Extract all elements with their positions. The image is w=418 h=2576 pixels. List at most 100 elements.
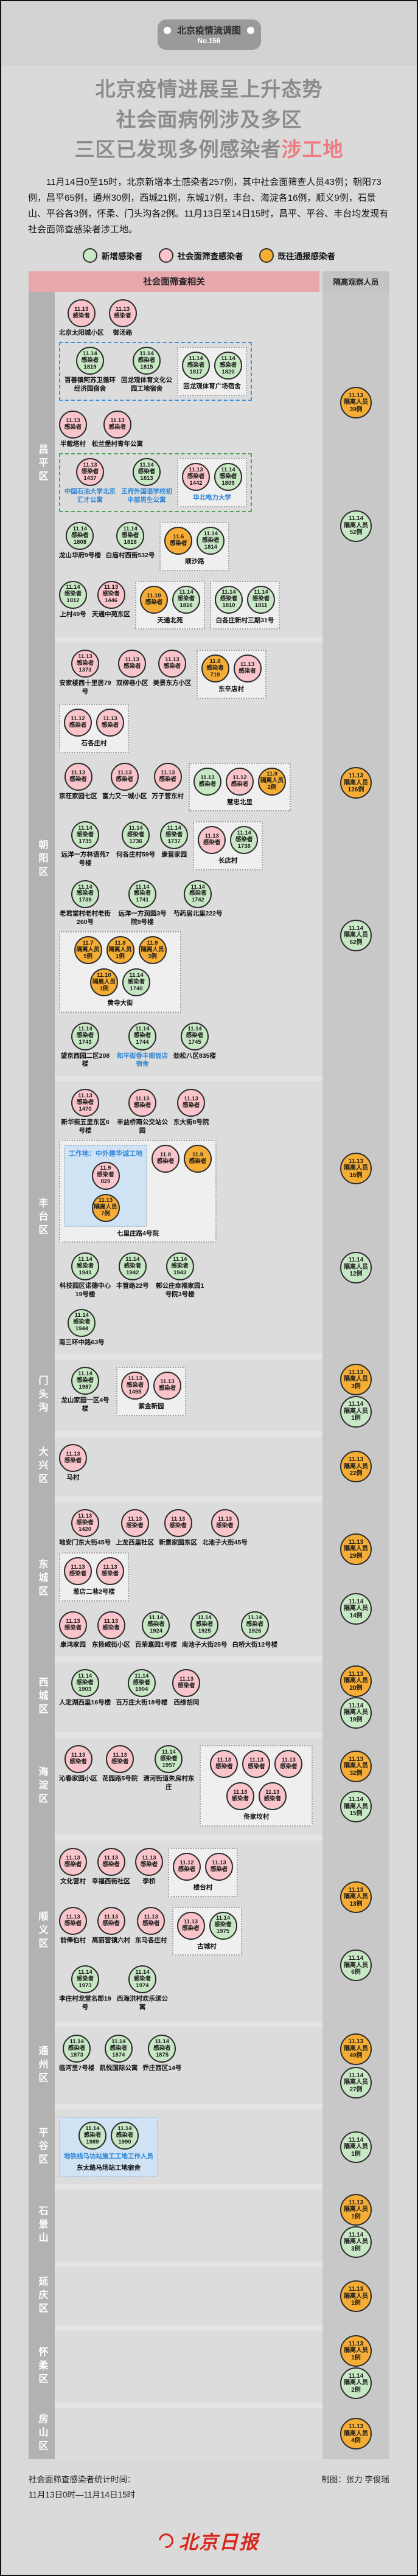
- circle-text: 12例: [349, 1271, 363, 1278]
- circle-text: 11.14: [161, 1748, 176, 1755]
- quarantine-circle: 11.14 隔离人员 19例: [340, 1697, 372, 1729]
- circle-text: 感染者: [235, 836, 253, 843]
- cluster-items: 11.14 感染者 1810 11.14 感染者 1811: [215, 585, 275, 614]
- intro-paragraph: 11月14日0至15时，北京新增本土感染者257例，其中社会面筛查人员43例；朝…: [28, 176, 389, 235]
- circle-text: 11.14: [135, 883, 150, 890]
- district-main: 11.13 感染者 文化营村 11.13 感染者 幸福西街社区 11.13 感染者 李桥 11.1…: [55, 1841, 322, 2022]
- circle-text: 1420: [78, 1526, 92, 1533]
- location-label: 松兰堡村青年公寓: [92, 440, 143, 448]
- case-circle: 11.9 感染者 829: [91, 1161, 120, 1190]
- new-case-circle-icon: [83, 248, 97, 263]
- case-row: 11.14 感染者 1903 人定湖西里16号楼 11.14 感染者 1904 百万庄大街18…: [55, 1663, 322, 1711]
- district-row-海淀区: 海淀区 11.13 感染者 沁春家园小区 11.13 感染者 花园路5号院 11.14 感染者 1…: [29, 1738, 389, 1836]
- cluster-box: 11.14 感染者 1819 百善镇阿苏卫循环经济园宿舍 11.14 感染者 1815 回龙观…: [59, 342, 252, 401]
- cluster-box: 11.12 感染者 11.13 感染者 楼台村: [168, 1848, 238, 1897]
- quarantine-circle: 11.13 隔离人员 16例: [340, 1152, 372, 1184]
- case-circle: 11.12 感染者: [64, 708, 92, 737]
- circle-text: 14例: [349, 1612, 363, 1619]
- circle-text: 3例: [351, 1383, 361, 1390]
- district-separator: [29, 2325, 389, 2331]
- district-label: 丰台区: [29, 1081, 55, 1355]
- circle-text: 11.13: [110, 417, 125, 424]
- circle-text: 感染者: [187, 361, 205, 369]
- district-separator: [29, 1732, 389, 1738]
- top-band: 北京疫情流调图 No.156: [1, 1, 417, 66]
- circle-text: 11.14: [348, 2136, 364, 2144]
- circle-text: 11.14: [190, 883, 205, 890]
- circle-text: 感染者: [76, 1519, 94, 1526]
- cluster-label: 白各庄新村三期31号: [215, 616, 274, 624]
- circle-text: 11.13: [103, 584, 119, 591]
- case-circle: 11.13 感染者: [97, 1906, 125, 1935]
- circle-text: 22例: [349, 1470, 363, 1477]
- circle-text: 11.13: [66, 1913, 80, 1920]
- case-node: 11.13 感染者 丰益桥南公交站公园: [116, 1089, 169, 1135]
- circle-text: 11.13: [348, 2286, 364, 2293]
- circle-text: 隔离人员: [344, 1463, 368, 1470]
- case-node: 11.14 感染者 1736 何各庄村59号: [116, 821, 155, 859]
- circle-text: 11.13: [348, 772, 364, 780]
- case-node: 11.13 感染者 高丽营镇六村: [92, 1906, 130, 1945]
- circle-text: 感染者: [72, 312, 90, 319]
- circle-text: 1875: [155, 2051, 169, 2058]
- case-circle: 11.13 感染者: [172, 1669, 201, 1698]
- district-main: [55, 2408, 322, 2460]
- case-circle: 11.13 感染者: [198, 826, 226, 855]
- circle-text: 11.13: [128, 1516, 142, 1523]
- circle-text: 11.14: [78, 1370, 92, 1377]
- circle-text: 1例: [351, 2354, 361, 2361]
- cluster-label: 石各庄村: [81, 739, 107, 747]
- circle-text: 感染者: [203, 839, 221, 847]
- circle-text: 11.13: [66, 1451, 80, 1458]
- case-circle: 11.13 感染者: [258, 1782, 287, 1811]
- circle-text: 1808: [73, 538, 86, 546]
- case-row: 11.13 感染者 马村: [55, 1438, 322, 1486]
- circle-text: 感染者: [133, 1032, 152, 1040]
- legend-item-previously-reported: 既往通报感染者: [259, 248, 335, 263]
- circle-text: 隔离人员: [344, 2238, 368, 2246]
- case-node: 11.14 感染者 1875 乔庄西区14号: [142, 2035, 182, 2073]
- case-circle: 11.14 感染者 1944: [68, 1308, 96, 1337]
- circle-text: 11.13: [66, 1617, 80, 1625]
- circle-text: 11.13: [142, 1855, 156, 1862]
- case-row: 11.13 感染者 前俸伯村 11.13 感染者 高丽营镇六村 11.13 感染者 东马各庄村 1…: [55, 1901, 322, 1960]
- cluster-items: 11.10 感染者 11.14 感染者 1816: [140, 585, 200, 614]
- location-label: 万子营东村: [152, 792, 184, 800]
- case-node: 11.13 感染者 东扬威街小区: [92, 1611, 130, 1650]
- case-circle: 11.13 感染者: [211, 1509, 239, 1538]
- circle-text: 感染者: [76, 1099, 94, 1106]
- case-circle: 11.13 感染者: [164, 1509, 192, 1538]
- circle-text: 11.8: [160, 1151, 171, 1159]
- circle-text: 11.13: [115, 305, 130, 313]
- circle-text: 感染者: [145, 599, 163, 606]
- circle-text: 11.14: [215, 1915, 231, 1922]
- circle-text: 29例: [349, 1552, 363, 1560]
- circle-text: 4例: [351, 2437, 361, 2445]
- district-row-丰台区: 丰台区 11.13 感染者 1470 新华街五里东区6号楼 11.13 感染者 丰益桥南公交站…: [29, 1081, 389, 1355]
- location-label: 沁春家园小区: [59, 1775, 97, 1783]
- circle-text: 1809: [221, 479, 235, 487]
- case-node: 11.14 感染者 1739 老君堂村老村老街260号: [59, 880, 111, 926]
- district-separator: [29, 2104, 389, 2110]
- case-circle: 11.13 感染者: [177, 1089, 206, 1117]
- stats-label: 社会面筛查感染者统计时间：: [29, 2475, 136, 2485]
- circle-text: 13例: [349, 1900, 363, 1908]
- circle-text: 1924: [149, 1627, 162, 1634]
- circle-text: 感染者: [216, 1522, 234, 1530]
- circle-text: 感染者: [81, 468, 99, 475]
- case-row: 11.14 感染者 1808 龙山华府9号楼 11.14 感染者 1818 白庙村西街532号…: [55, 516, 322, 575]
- circle-text: 11.14: [348, 2231, 364, 2238]
- circle-text: 1957: [162, 1762, 175, 1769]
- circle-text: 11.12: [71, 715, 85, 723]
- circle-text: 感染者: [160, 1755, 178, 1762]
- location-label: 乔庄西区14号: [142, 2064, 182, 2072]
- case-circle: 11.14 感染者 1816: [172, 585, 200, 614]
- district-separator: [29, 637, 389, 643]
- circle-text: 感染者: [178, 1682, 195, 1690]
- quarantine-circle: 11.14 隔离人员 27例: [340, 2066, 372, 2099]
- circle-text: 感染者: [156, 1158, 175, 1165]
- case-row: 11.14 感染者 1735 远洋一方林语苑7号楼 11.14 感染者 1736 何各庄村59…: [55, 815, 322, 874]
- cluster-box: 11.14 感染者 1817 11.14 感染者 1820 回龙观体育广场宿舍: [177, 347, 247, 396]
- case-circle: 11.13 感染者 1373: [71, 650, 99, 678]
- case-circle: 11.8 感染者 719: [201, 654, 229, 683]
